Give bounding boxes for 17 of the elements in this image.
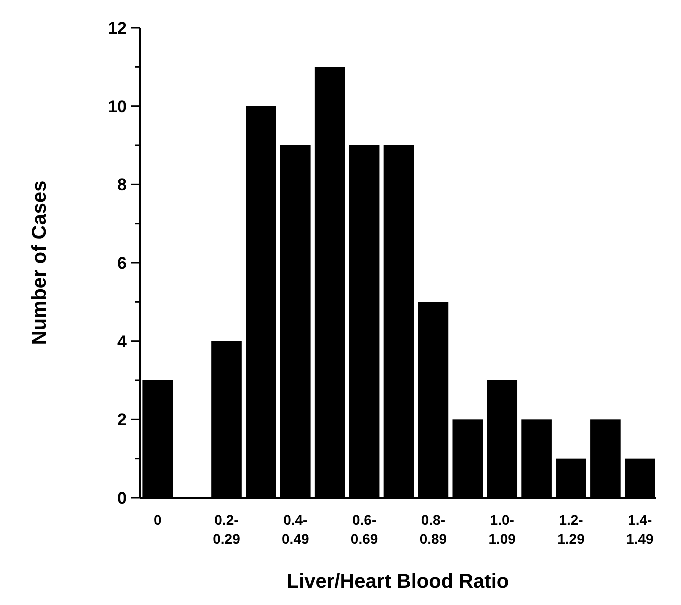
x-tick-label: 1.2-1.29	[558, 512, 586, 547]
x-tick-label: 1.0-1.09	[488, 512, 516, 547]
y-tick-label: 6	[118, 254, 127, 273]
y-tick-label: 0	[118, 488, 127, 508]
x-tick-label: 0.8-0.89	[420, 512, 448, 547]
y-tick-label: 12	[108, 18, 127, 38]
x-tick-label: 0	[154, 512, 162, 528]
x-tick-label: 0.2-0.29	[213, 512, 241, 547]
x-axis-title: Liver/Heart Blood Ratio	[286, 571, 510, 593]
x-tick-label: 0.6-0.69	[350, 512, 378, 547]
y-tick-label: 10	[108, 97, 127, 116]
x-tick-label: 1.4-1.49	[626, 512, 654, 547]
y-tick-label: 4	[118, 332, 128, 352]
y-tick-label: 2	[118, 410, 127, 430]
x-tick-label: 0.4-0.49	[282, 512, 310, 547]
y-tick-label: 8	[118, 176, 127, 195]
y-axis-title: Number of Cases	[29, 180, 51, 346]
